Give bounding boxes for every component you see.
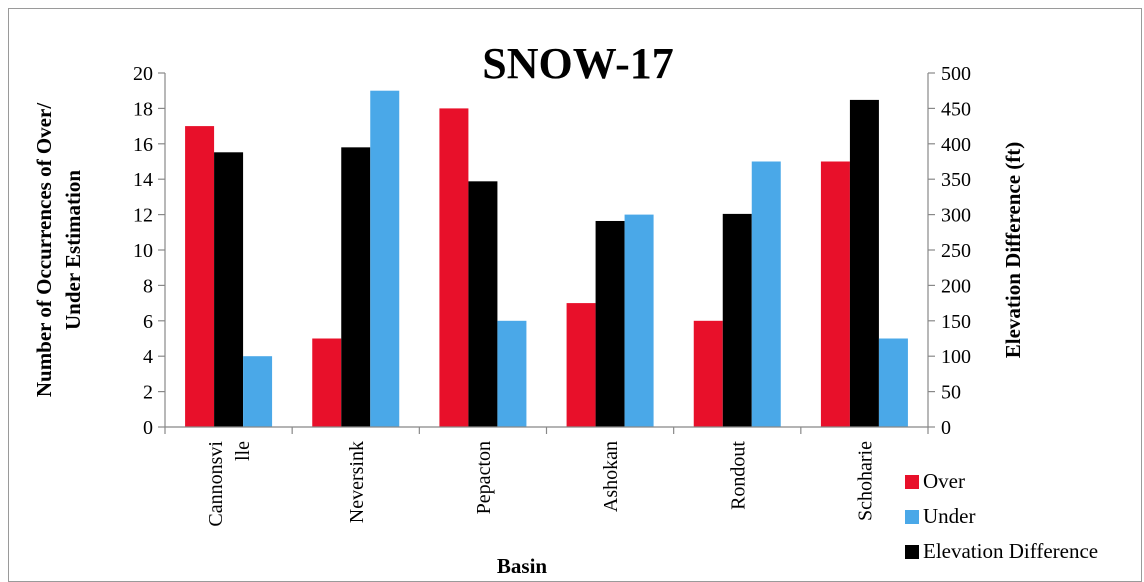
- category-label: Ashokan: [600, 441, 622, 512]
- right-tick-label: 500: [941, 63, 971, 85]
- left-tick-label: 14: [133, 169, 153, 191]
- legend-swatch: [905, 510, 919, 524]
- left-tick-label: 18: [133, 98, 153, 120]
- bar-under: [624, 214, 654, 427]
- bar-over: [312, 338, 342, 427]
- x-axis-label: Basin: [497, 554, 548, 578]
- right-tick-label: 250: [941, 240, 971, 262]
- left-tick-label: 6: [143, 311, 153, 333]
- x-axis: Cannonsvi lle Neversink Pepacton Ashokan Rond…: [164, 426, 929, 527]
- legend: Over Under Elevation Difference: [905, 469, 1098, 563]
- category-label: Schoharie: [854, 441, 876, 521]
- category-group: [185, 126, 273, 427]
- category-label-line: Pepacton: [473, 441, 495, 514]
- category-label: Cannonsvi lle: [205, 441, 254, 527]
- category-label-line: Rondout: [727, 441, 749, 510]
- category-label-line: Schoharie: [854, 441, 876, 521]
- left-y-axis: 0 2 4 6 8 10 12 14 16 18 20: [133, 63, 166, 439]
- bars: [185, 90, 908, 428]
- bar-elevation-difference: [214, 152, 244, 427]
- left-tick-label: 16: [133, 134, 153, 156]
- legend-label: Elevation Difference: [923, 539, 1098, 563]
- bar-over: [439, 108, 469, 428]
- left-tick-label: 2: [143, 382, 153, 404]
- legend-label: Under: [923, 504, 975, 528]
- y-axis-label-line-2: Under Estimation: [61, 170, 85, 330]
- right-y-axis: 0 50 100 150 200 250 300 350 400 450 500: [927, 63, 971, 439]
- left-tick-label: 10: [133, 240, 153, 262]
- right-tick-label: 350: [941, 169, 971, 191]
- category-label: Neversink: [346, 441, 368, 523]
- y2-axis-label: Elevation Difference (ft): [1001, 142, 1025, 359]
- legend-item: Under: [905, 504, 975, 528]
- bar-elevation-difference: [595, 220, 625, 427]
- right-tick-label: 200: [941, 275, 971, 297]
- bar-elevation-difference: [849, 99, 879, 428]
- legend-item: Over: [905, 469, 965, 493]
- left-tick-label: 4: [143, 346, 153, 368]
- category-label: Pepacton: [473, 441, 495, 514]
- right-tick-label: 50: [941, 382, 961, 404]
- bar-elevation-difference: [468, 181, 498, 427]
- right-tick-label: 0: [941, 417, 951, 439]
- chart-title: SNOW-17: [482, 39, 674, 88]
- bar-under: [243, 356, 273, 427]
- bar-over: [566, 303, 596, 427]
- category-group: [820, 99, 908, 428]
- bar-elevation-difference: [341, 147, 371, 427]
- legend-label: Over: [923, 469, 965, 493]
- bar-over: [185, 126, 215, 427]
- left-tick-label: 20: [133, 63, 153, 85]
- category-group: [312, 90, 400, 427]
- legend-swatch: [905, 545, 919, 559]
- bar-under: [878, 338, 908, 427]
- category-group: [439, 108, 527, 428]
- left-tick-label: 8: [143, 275, 153, 297]
- bar-over: [820, 161, 850, 427]
- category-label: Rondout: [727, 441, 749, 510]
- y-axis-label-line-1: Number of Occurrences of Over/: [32, 102, 56, 397]
- bar-over: [693, 320, 723, 427]
- left-tick-label: 0: [143, 417, 153, 439]
- category-label-line: lle: [232, 441, 254, 461]
- category-group: [693, 161, 781, 427]
- category-label-line: Ashokan: [600, 441, 622, 512]
- bar-under: [751, 161, 781, 427]
- legend-swatch: [905, 475, 919, 489]
- category-label-line: Cannonsvi: [205, 441, 227, 527]
- right-tick-label: 450: [941, 98, 971, 120]
- right-tick-label: 150: [941, 311, 971, 333]
- bar-under: [497, 320, 527, 427]
- bar-elevation-difference: [722, 213, 752, 427]
- legend-item: Elevation Difference: [905, 539, 1098, 563]
- left-tick-label: 12: [133, 205, 153, 227]
- right-tick-label: 300: [941, 205, 971, 227]
- bar-under: [370, 90, 400, 427]
- category-label-line: Neversink: [346, 441, 368, 523]
- right-tick-label: 400: [941, 134, 971, 156]
- right-tick-label: 100: [941, 346, 971, 368]
- category-group: [566, 214, 654, 427]
